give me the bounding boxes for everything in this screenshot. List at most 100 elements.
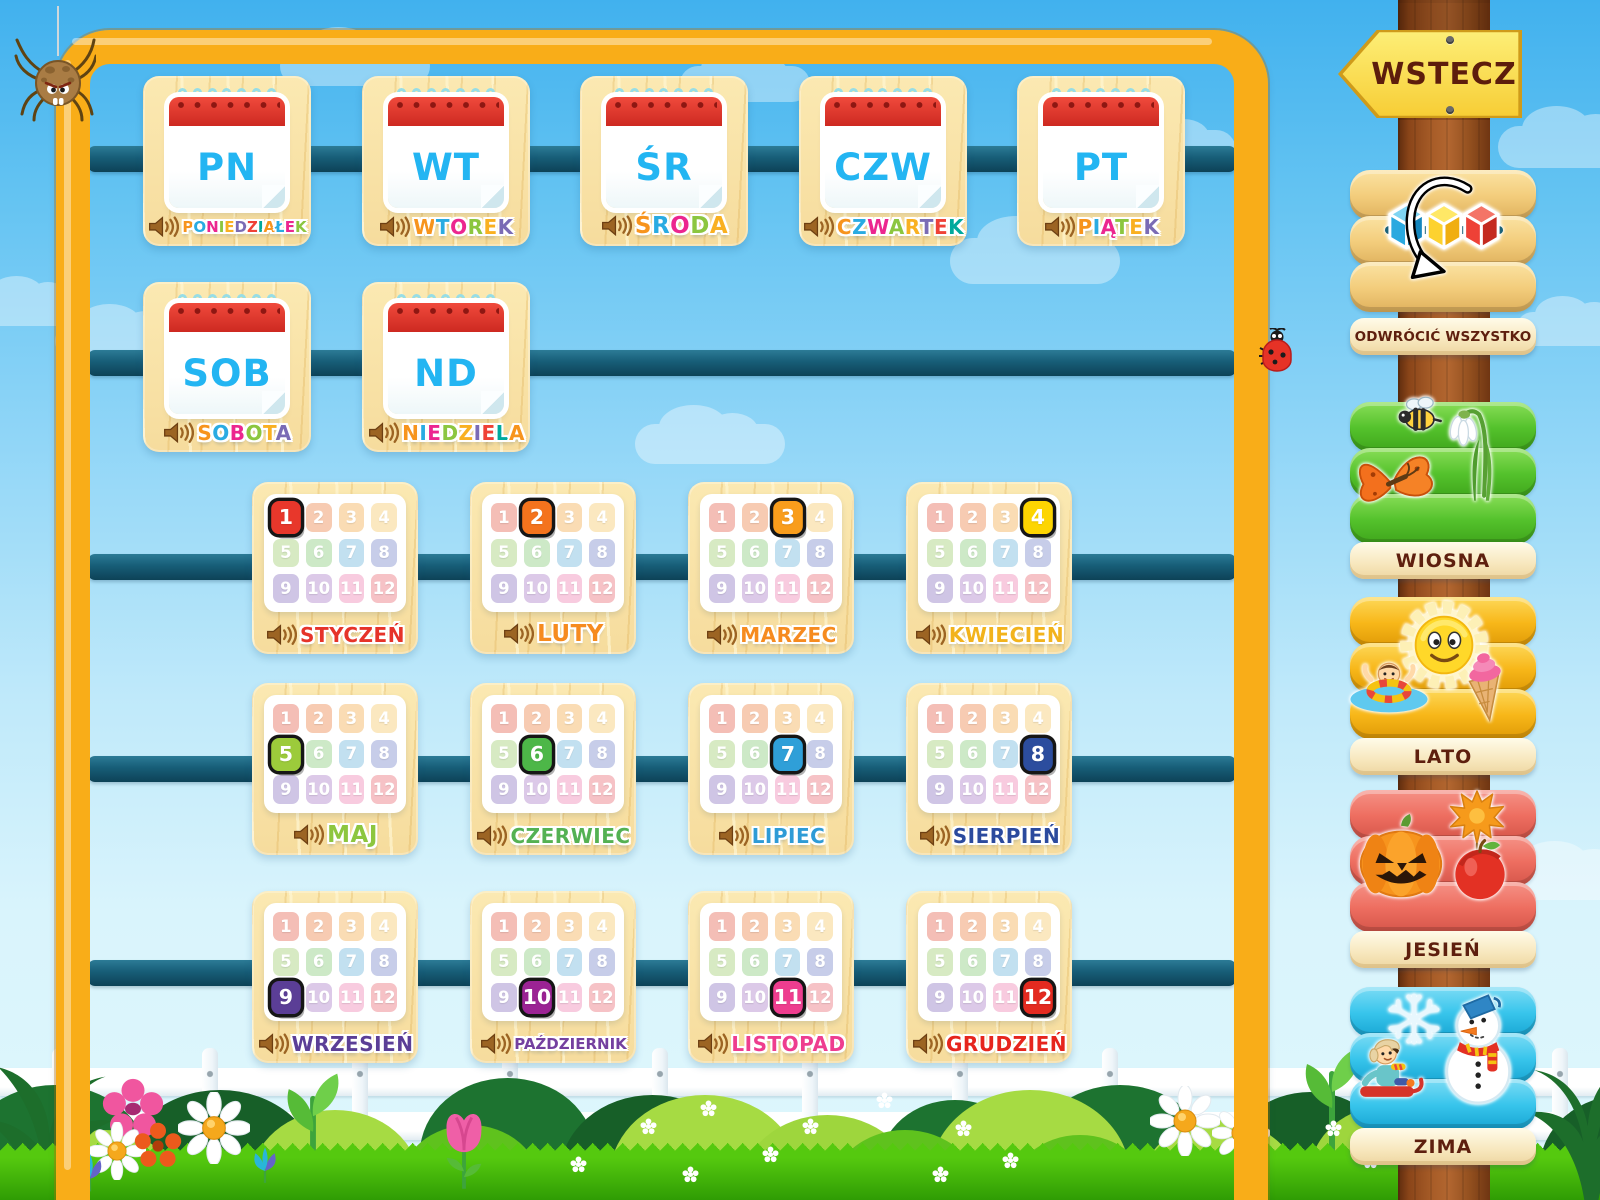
speaker-icon[interactable]: [802, 215, 834, 239]
speaker-icon[interactable]: [502, 622, 535, 646]
month-tile-11: 11: [992, 983, 1019, 1012]
speaker-icon[interactable]: [292, 823, 325, 847]
month-card-lipiec[interactable]: 1 2 3 4 5 6 7 8 9 10 11 12 LIPIEC: [688, 683, 854, 855]
month-card-sierpien[interactable]: 1 2 3 4 5 6 7 8 9 10 11 12 SIERPIEŃ: [906, 683, 1072, 855]
month-tile-6: 6: [741, 947, 768, 977]
ladybug-icon: [1258, 327, 1296, 382]
month-tile-10: 10: [741, 775, 768, 804]
season-button-jesien[interactable]: [1350, 790, 1536, 932]
sun-icon: [1392, 593, 1496, 697]
day-card-wt[interactable]: WT WTOREK: [362, 76, 530, 246]
month-card-kwiecien[interactable]: 1 2 3 4 5 6 7 8 9 10 11 12 KWIECIEŃ: [906, 482, 1072, 654]
calendar-icon: WT: [388, 88, 504, 208]
mini-flower: [640, 1118, 657, 1135]
day-abbr: CZW: [834, 145, 932, 189]
speaker-icon[interactable]: [257, 1032, 289, 1056]
speaker-icon[interactable]: [696, 1032, 729, 1056]
month-number-grid: 1 2 3 4 5 6 7 8 9 10 11 12: [482, 494, 624, 612]
speaker-icon[interactable]: [914, 623, 946, 647]
speaker-icon[interactable]: [1043, 215, 1075, 239]
month-tile-6: 6: [305, 538, 332, 568]
month-tile-3: 3: [556, 704, 583, 733]
calendar-body: SOB: [169, 303, 285, 414]
month-tile-9-highlighted: 9: [271, 981, 301, 1014]
daisy-flower: [88, 1122, 146, 1180]
month-tile-12: 12: [589, 574, 615, 603]
month-tile-4: 4: [589, 503, 615, 532]
day-card-sr[interactable]: ŚR ŚRODA: [580, 76, 748, 246]
season-label-text: WIOSNA: [1395, 549, 1491, 572]
month-tile-9: 9: [927, 983, 953, 1012]
back-button[interactable]: WSTECZ: [1338, 30, 1522, 118]
calendar-body: PT: [1043, 97, 1159, 208]
month-tile-6: 6: [305, 947, 332, 977]
flip-cubes-icon: [1383, 175, 1505, 287]
month-tile-4: 4: [1025, 704, 1051, 733]
day-name: WTOREK: [413, 215, 514, 239]
speaker-icon[interactable]: [479, 1032, 512, 1056]
month-tile-12: 12: [1025, 574, 1051, 603]
day-card-sob[interactable]: SOB SOBOTA: [143, 282, 311, 452]
calendar-spiral: [169, 294, 285, 311]
speaker-icon[interactable]: [600, 214, 632, 238]
month-name: GRUDZIEŃ: [945, 1032, 1067, 1056]
calendar-page: PT: [1043, 126, 1159, 208]
month-card-maj[interactable]: 1 2 3 4 5 6 7 8 9 10 11 12 MAJ: [252, 683, 418, 855]
month-card-wrzesien[interactable]: 1 2 3 4 5 6 7 8 9 10 11 12 WRZESIEŃ: [252, 891, 418, 1063]
speaker-icon[interactable]: [717, 824, 749, 848]
day-label-row: PONIEDZIAŁEK: [147, 215, 307, 239]
month-card-marzec[interactable]: 1 2 3 4 5 6 7 8 9 10 11 12 MARZEC: [688, 482, 854, 654]
speaker-icon[interactable]: [147, 215, 180, 239]
month-name: LISTOPAD: [731, 1032, 846, 1056]
speaker-icon[interactable]: [911, 1032, 944, 1056]
month-tile-7: 7: [338, 947, 365, 977]
day-card-pt[interactable]: PT PIĄTEK: [1017, 76, 1185, 246]
month-name: CZERWIEC: [510, 824, 631, 848]
season-button-wiosna[interactable]: [1350, 396, 1536, 544]
month-tile-10: 10: [741, 574, 768, 603]
month-tile-8-highlighted: 8: [1023, 737, 1053, 771]
calendar-spiral: [825, 88, 941, 105]
season-label-zima[interactable]: ZIMA: [1350, 1128, 1536, 1165]
flip-all-label[interactable]: ODWRÓCIĆ WSZYSTKO: [1350, 318, 1536, 355]
month-card-styczen[interactable]: 1 2 3 4 5 6 7 8 9 10 11 12 STYCZEŃ: [252, 482, 418, 654]
season-button-zima[interactable]: [1350, 987, 1536, 1129]
month-tile-12: 12: [589, 775, 615, 804]
speaker-icon[interactable]: [475, 824, 508, 848]
day-card-czw[interactable]: CZW CZWARTEK: [799, 76, 967, 246]
month-tile-10: 10: [741, 983, 768, 1012]
month-card-czerwiec[interactable]: 1 2 3 4 5 6 7 8 9 10 11 12 CZERWIEC: [470, 683, 636, 855]
month-tile-10-highlighted: 10: [521, 981, 552, 1014]
speaker-icon[interactable]: [918, 824, 950, 848]
tulip-flower: [438, 1104, 490, 1193]
month-name: WRZESIEŃ: [291, 1032, 414, 1056]
month-tile-7: 7: [556, 538, 583, 568]
month-tile-8: 8: [807, 947, 833, 977]
speaker-icon[interactable]: [705, 623, 738, 647]
month-name: LUTY: [537, 621, 604, 647]
month-card-luty[interactable]: 1 2 3 4 5 6 7 8 9 10 11 12 LUTY: [470, 482, 636, 654]
month-tile-8: 8: [589, 947, 615, 977]
speaker-icon[interactable]: [378, 215, 411, 239]
day-card-pn[interactable]: PN PONIEDZIAŁEK: [143, 76, 311, 246]
wood-plank: [1350, 494, 1536, 544]
month-tile-8: 8: [589, 538, 615, 568]
season-button-lato[interactable]: [1350, 597, 1536, 739]
month-tile-6: 6: [305, 739, 332, 769]
season-label-wiosna[interactable]: WIOSNA: [1350, 542, 1536, 579]
speaker-icon[interactable]: [162, 421, 195, 445]
speaker-icon[interactable]: [265, 623, 298, 647]
month-card-grudzien[interactable]: 1 2 3 4 5 6 7 8 9 10 11 12 GRUDZIEŃ: [906, 891, 1072, 1063]
season-label-lato[interactable]: LATO: [1350, 738, 1536, 775]
day-card-nd[interactable]: ND NIEDZIELA: [362, 282, 530, 452]
month-tile-6: 6: [959, 947, 986, 977]
season-label-jesien[interactable]: JESIEŃ: [1350, 931, 1536, 968]
flip-all-button[interactable]: [1350, 170, 1536, 312]
calendar-header: [169, 97, 285, 126]
month-tile-5: 5: [273, 947, 299, 977]
season-label-text: ZIMA: [1413, 1135, 1473, 1158]
speaker-icon[interactable]: [367, 421, 400, 445]
month-card-listopad[interactable]: 1 2 3 4 5 6 7 8 9 10 11 12 LISTOPAD: [688, 891, 854, 1063]
mini-flower: [570, 1156, 587, 1173]
month-card-pazdziernik[interactable]: 1 2 3 4 5 6 7 8 9 10 11 12 PAŹDZIERNIK: [470, 891, 636, 1063]
